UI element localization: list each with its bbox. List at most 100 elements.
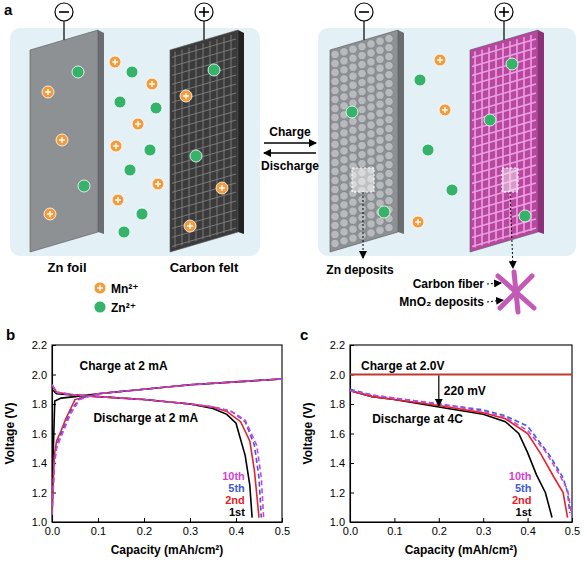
tick-mark [350, 493, 354, 494]
zn-ion [346, 106, 358, 118]
zn-foil-side [98, 30, 104, 234]
ion-charge [114, 59, 115, 65]
tick-mark [394, 518, 395, 522]
callout-arrow [487, 283, 501, 284]
mn-ion [152, 178, 164, 190]
tick-mark [572, 518, 573, 522]
axis-line [53, 522, 283, 523]
ion-charge [189, 223, 190, 229]
zn-deposit [331, 68, 339, 76]
tick: 1.0 [32, 516, 56, 528]
zn-deposit [376, 73, 384, 81]
zn-deposit [349, 234, 357, 242]
zn-deposit [349, 225, 357, 233]
zn-deposit [367, 148, 375, 156]
mn-ion [44, 208, 56, 220]
legend-label: Zn²⁺ [111, 301, 136, 315]
annotation: Discharge at 4C [372, 412, 463, 426]
terminal [355, 3, 373, 21]
zn-deposit [367, 112, 375, 120]
zn-deposit [376, 172, 384, 180]
zn-deposit [331, 158, 339, 166]
process-arrow [264, 152, 316, 153]
zn-deposit [385, 187, 393, 195]
series-label: 10th [509, 470, 532, 482]
zn-deposit [385, 160, 393, 168]
ion-charge [185, 93, 186, 99]
zn-deposit [367, 103, 375, 111]
felt-fiber [530, 35, 532, 231]
zn-deposit [358, 222, 366, 230]
annotation: Charge at 2.0V [361, 359, 444, 373]
series-label: 5th [515, 482, 532, 494]
zn-deposit [376, 118, 384, 126]
series-label: 1st [229, 506, 245, 518]
tick-mark [236, 518, 237, 522]
electrolyte-left [10, 28, 260, 256]
zn-deposit [340, 192, 348, 200]
tick-mark [439, 518, 440, 522]
zn-deposit [376, 127, 384, 135]
zn-deposit [358, 96, 366, 104]
mn-ion [132, 118, 144, 130]
zn-deposit [367, 40, 375, 48]
tick: 1.2 [330, 487, 354, 499]
tick: 0.2 [137, 518, 152, 537]
zn-deposit [376, 163, 384, 171]
annotation: Discharge at 2 mA [93, 411, 198, 425]
tick-label: 2.0 [330, 369, 345, 381]
mn-ion [412, 216, 424, 228]
zn-ion [118, 226, 130, 238]
discharge-curve [52, 385, 259, 518]
zn-deposit [367, 76, 375, 84]
zn-deposit [340, 48, 348, 56]
terminal-sign [503, 7, 505, 17]
zn-ion [519, 210, 531, 222]
tick: 0.3 [183, 518, 198, 537]
zn-ion [208, 64, 220, 76]
annotation: Charge at 2 mA [80, 359, 168, 373]
tick-label: 1.2 [330, 487, 345, 499]
electrode-label: Carbon felt [170, 260, 239, 275]
zn-deposit [331, 185, 339, 193]
mn-ion [434, 54, 446, 66]
ion-charge [117, 197, 118, 203]
zn-deposit [385, 43, 393, 51]
tick: 1.0 [330, 516, 354, 528]
zn-ion [190, 150, 202, 162]
panel-label: c [300, 326, 308, 343]
zn-deposit [376, 154, 384, 162]
zn-deposit [385, 97, 393, 105]
mn-ion [110, 140, 122, 152]
process-label: Discharge [261, 159, 319, 173]
ion-charge [221, 185, 222, 191]
felt-fiber [175, 52, 176, 248]
zn-deposit [385, 52, 393, 60]
tick: 0.4 [520, 518, 535, 537]
zn-deposit [331, 212, 339, 220]
zn-deposit [385, 61, 393, 69]
felt-fiber [189, 47, 190, 243]
wire [203, 21, 204, 40]
zn-deposit [376, 145, 384, 153]
zn-deposit [358, 69, 366, 77]
zn-deposit [340, 147, 348, 155]
ion-charge [417, 219, 418, 225]
carbon-felt-side [238, 30, 244, 234]
zn-deposit [367, 85, 375, 93]
tick-label: 0.5 [275, 525, 290, 537]
charge-curve [52, 379, 282, 515]
tick-label: 1.6 [32, 428, 47, 440]
zn-deposit [331, 221, 339, 229]
zn-deposit [340, 219, 348, 227]
terminal-sign [203, 7, 205, 17]
zn-deposit [367, 121, 375, 129]
tick-mark [350, 522, 354, 523]
zn-deposit [367, 130, 375, 138]
chart-panel: b0.00.10.20.30.40.51.01.21.41.61.82.02.2… [3, 326, 290, 557]
zn-deposit [331, 230, 339, 238]
ion-charge [49, 211, 50, 217]
carbon-felt [170, 30, 238, 252]
zn-deposit [385, 70, 393, 78]
process-arrow [264, 142, 316, 143]
